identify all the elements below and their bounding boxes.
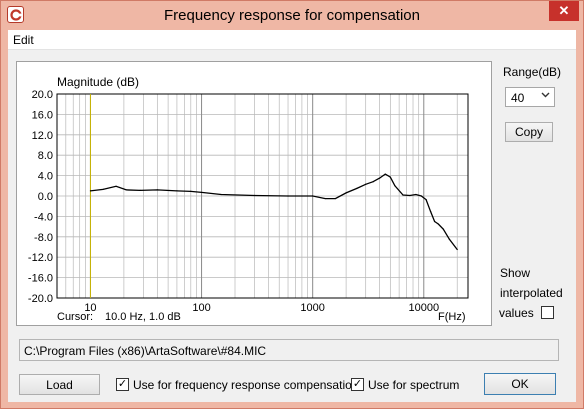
file-path-field[interactable]: C:\Program Files (x86)\ArtaSoftware\#84.…	[19, 339, 559, 361]
close-icon: ✕	[558, 3, 570, 18]
range-label: Range(dB)	[503, 65, 562, 79]
y-tick-label: 4.0	[38, 171, 53, 183]
y-tick-label: 20.0	[32, 89, 53, 101]
data-point	[334, 197, 336, 200]
data-point	[429, 210, 432, 212]
data-point	[115, 185, 117, 187]
data-point	[102, 188, 104, 190]
cursor-readout: 10.0 Hz, 1.0 dB	[105, 311, 181, 323]
data-point	[425, 198, 427, 201]
cursor-label: Cursor:	[57, 311, 93, 323]
data-point	[365, 183, 367, 185]
copy-button[interactable]: Copy	[505, 122, 553, 142]
data-point	[394, 185, 396, 187]
use-compensation-checkbox[interactable]: ✓	[116, 378, 129, 391]
data-point	[420, 195, 422, 197]
file-path-text: C:\Program Files (x86)\ArtaSoftware\#84.…	[24, 344, 267, 358]
data-point	[324, 197, 326, 200]
plot-frame	[56, 93, 469, 299]
range-select[interactable]: 40	[505, 87, 555, 107]
y-tick-label: 16.0	[32, 109, 53, 121]
y-tick-label: 0.0	[38, 191, 53, 203]
data-point	[345, 192, 347, 194]
x-tick-labels: 10 100 1000 10000	[84, 302, 439, 314]
x-tick-label: 100	[192, 302, 210, 314]
data-point	[125, 189, 127, 191]
x-axis-label: F(Hz)	[438, 311, 466, 323]
data-point	[200, 191, 203, 194]
check-icon: ✓	[117, 378, 128, 390]
check-icon: ✓	[352, 378, 363, 390]
data-point	[89, 190, 92, 192]
data-point	[176, 190, 178, 192]
dialog-client: Edit 20.0 16.0 12.0 8.0 4.0 0.0 -4.0 -8.0 -12.0 -…	[8, 30, 576, 402]
data-point	[456, 248, 458, 251]
y-tick-label: -20.0	[28, 293, 53, 305]
menu-bar: Edit	[8, 30, 576, 50]
x-tick-label: 1000	[300, 302, 324, 314]
y-tick-label: -4.0	[34, 211, 53, 223]
y-tick-label: -16.0	[28, 273, 53, 285]
y-tick-label: -8.0	[34, 232, 53, 244]
values-label: values	[499, 306, 534, 320]
use-spectrum-label: Use for spectrum	[368, 378, 460, 392]
data-point	[448, 238, 450, 240]
data-point	[415, 193, 417, 196]
x-tick-label: 10000	[408, 302, 439, 314]
data-point	[433, 220, 436, 223]
data-point	[389, 176, 391, 178]
ok-button[interactable]: OK	[484, 373, 556, 395]
data-point	[409, 194, 411, 197]
data-point	[139, 189, 141, 191]
y-tick-labels: 20.0 16.0 12.0 8.0 4.0 0.0 -4.0 -8.0 -12.0 -16.0 -…	[28, 89, 53, 305]
data-point	[220, 193, 222, 196]
data-point	[287, 195, 289, 197]
x-tick-label: 10	[84, 302, 96, 314]
menu-edit[interactable]: Edit	[13, 33, 34, 47]
data-point	[356, 187, 358, 189]
y-tick-label: 12.0	[32, 130, 53, 142]
load-button[interactable]: Load	[19, 374, 100, 395]
window-title: Frequency response for compensation	[164, 7, 420, 24]
data-point	[253, 194, 256, 197]
data-point	[372, 181, 374, 183]
range-select-value: 40	[511, 91, 525, 105]
use-compensation-label: Use for frequency response compensation	[133, 378, 359, 392]
show-label: Show	[500, 266, 531, 280]
series-points	[89, 173, 458, 251]
show-interpolated-checkbox[interactable]	[541, 306, 554, 319]
y-tick-label: -12.0	[28, 252, 53, 264]
y-axis-label: Magnitude (dB)	[57, 75, 139, 89]
interpolated-label: interpolated	[500, 286, 563, 300]
chevron-down-icon	[541, 90, 550, 102]
app-icon	[7, 6, 24, 23]
data-point	[190, 190, 192, 193]
close-button[interactable]: ✕	[549, 1, 579, 21]
data-point	[156, 189, 158, 191]
use-spectrum-checkbox[interactable]: ✓	[351, 378, 364, 391]
series-line	[90, 173, 458, 250]
data-point	[402, 194, 404, 196]
data-point	[378, 177, 381, 179]
data-point	[384, 173, 386, 175]
data-point	[442, 228, 444, 230]
y-tick-label: 8.0	[38, 150, 53, 162]
title-bar[interactable]: Frequency response for compensation ✕	[1, 1, 583, 30]
plot-panel[interactable]: 20.0 16.0 12.0 8.0 4.0 0.0 -4.0 -8.0 -12.0 -16.0 -…	[16, 61, 492, 326]
data-point	[437, 223, 439, 225]
frequency-response-chart[interactable]: 20.0 16.0 12.0 8.0 4.0 0.0 -4.0 -8.0 -12.0 -16.0 -…	[17, 62, 491, 325]
data-point	[312, 195, 314, 197]
